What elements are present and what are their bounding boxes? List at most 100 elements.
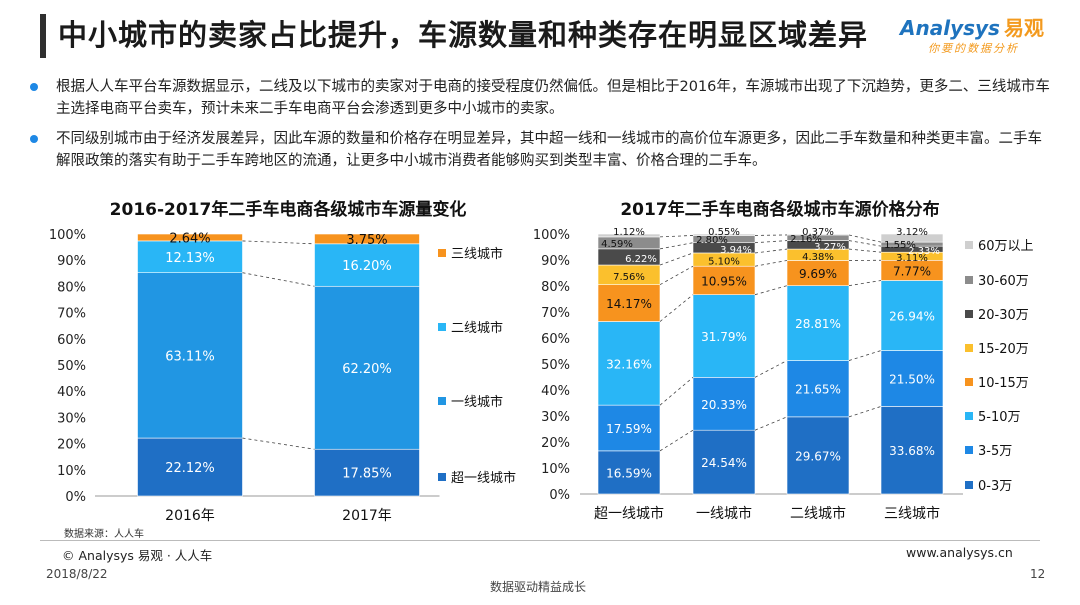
bar-segment <box>786 285 850 361</box>
connector-line <box>754 240 788 244</box>
data-label: 32.16% <box>606 357 652 371</box>
bullet-item: 根据人人车平台车源数据显示，二线及以下城市的卖家对于电商的接受程度仍然偏低。但是… <box>30 76 1054 120</box>
bullet-item: 不同级别城市由于经济发展差异，因此车源的数量和价格存在明显差异，其中超一线和一线… <box>30 128 1054 172</box>
y-tick-label: 80% <box>57 280 86 295</box>
data-label: 31.79% <box>701 330 747 344</box>
bar-segment <box>786 233 850 236</box>
x-tick-label: 2017年 <box>342 508 392 524</box>
connector-line <box>242 272 315 287</box>
data-label: 26.94% <box>889 310 935 324</box>
connector-line <box>754 416 788 431</box>
data-label: 1.12% <box>613 227 645 238</box>
data-label: 2.64% <box>169 231 210 246</box>
bar-segment <box>597 284 661 322</box>
legend-swatch <box>965 481 973 489</box>
legend-label: 60万以上 <box>978 239 1034 254</box>
bar-segment <box>597 450 661 495</box>
bar-segment <box>314 233 420 245</box>
legend-label: 3-5万 <box>978 444 1012 459</box>
bar-segment <box>880 233 944 243</box>
y-tick-label: 60% <box>57 333 86 348</box>
bar-segment <box>597 233 661 238</box>
legend-swatch <box>965 276 973 284</box>
bar-segment <box>786 416 850 495</box>
bar-segment <box>692 233 756 236</box>
footer-divider <box>40 540 1040 541</box>
bar-segment <box>137 233 243 242</box>
y-tick-label: 0% <box>549 488 570 503</box>
data-label: 28.81% <box>795 317 841 331</box>
legend-swatch <box>965 446 973 454</box>
data-label: 0.37% <box>802 227 834 238</box>
data-label: 4.38% <box>802 252 834 263</box>
chart-title: 2017年二手车电商各级城市车源价格分布 <box>620 199 939 220</box>
data-label: 3.27% <box>814 242 846 253</box>
legend-label: 二线城市 <box>451 320 503 336</box>
data-label: 29.67% <box>795 449 841 463</box>
connector-line <box>659 235 694 238</box>
data-label: 21.50% <box>889 372 935 386</box>
y-tick-label: 70% <box>57 307 86 322</box>
y-tick-label: 10% <box>541 462 570 477</box>
data-label: 21.65% <box>795 383 841 397</box>
bar-segment <box>692 429 756 495</box>
y-tick-label: 30% <box>541 410 570 425</box>
data-label: 1.55% <box>884 240 916 251</box>
connector-line <box>754 248 788 254</box>
connector-line <box>754 360 788 378</box>
data-label: 62.20% <box>342 362 392 377</box>
bar-segment <box>880 406 944 495</box>
bar-segment <box>692 377 756 431</box>
data-label: 3.94% <box>720 245 752 256</box>
bullet-dot-icon <box>30 135 38 143</box>
page-title: 中小城市的卖家占比提升，车源数量和种类存在明显区域差异 <box>58 18 869 52</box>
data-label: 5.10% <box>708 257 740 268</box>
footer-website: www.analysys.cn <box>906 545 1013 560</box>
legend-swatch <box>438 249 446 257</box>
bar-segment <box>314 285 420 450</box>
logo-subtitle: 你要的数据分析 <box>928 42 1019 55</box>
x-tick-label: 一线城市 <box>696 505 752 522</box>
bar-segment <box>597 321 661 406</box>
logo-cn: 易观 <box>1003 16 1044 40</box>
legend-label: 15-20万 <box>978 342 1029 357</box>
data-label: 2.80% <box>696 235 728 246</box>
data-label: 12.13% <box>165 251 215 266</box>
y-tick-label: 0% <box>65 490 86 505</box>
connector-line <box>848 280 882 287</box>
x-tick-label: 超一线城市 <box>594 505 664 522</box>
connector-line <box>659 429 694 452</box>
bar-segment <box>137 240 243 273</box>
legend-label: 超一线城市 <box>451 470 516 486</box>
y-tick-label: 70% <box>541 306 570 321</box>
data-label: 20.33% <box>701 398 747 412</box>
connector-line <box>848 406 882 418</box>
legend-label: 三线城市 <box>451 246 503 262</box>
data-label: 2.16% <box>790 234 822 245</box>
legend-label: 20-30万 <box>978 308 1029 323</box>
bullet-text: 不同级别城市由于经济发展差异，因此车源的数量和价格存在明显差异，其中超一线和一线… <box>56 131 1042 169</box>
page-number: 12 <box>1030 567 1046 581</box>
title-accent-bar <box>40 14 46 58</box>
legend-label: 一线城市 <box>451 394 503 410</box>
bar-segment <box>692 265 756 295</box>
data-label: 0.55% <box>708 227 740 238</box>
connector-line <box>848 248 882 253</box>
legend-swatch <box>438 323 446 331</box>
legend-swatch <box>438 397 446 405</box>
y-tick-label: 40% <box>57 385 86 400</box>
connector-line <box>754 260 788 267</box>
bar-segment <box>597 404 661 452</box>
data-label: 7.77% <box>893 264 931 278</box>
data-label: 17.85% <box>342 467 392 482</box>
y-tick-label: 30% <box>57 411 86 426</box>
data-label: 4.59% <box>601 239 633 250</box>
y-tick-label: 90% <box>541 254 570 269</box>
x-tick-label: 三线城市 <box>884 505 940 522</box>
y-tick-label: 10% <box>57 464 86 479</box>
connector-line <box>242 437 315 450</box>
connector-line <box>242 240 315 245</box>
x-tick-label: 二线城市 <box>790 505 846 522</box>
data-source: 数据来源：人人车 <box>64 529 144 540</box>
